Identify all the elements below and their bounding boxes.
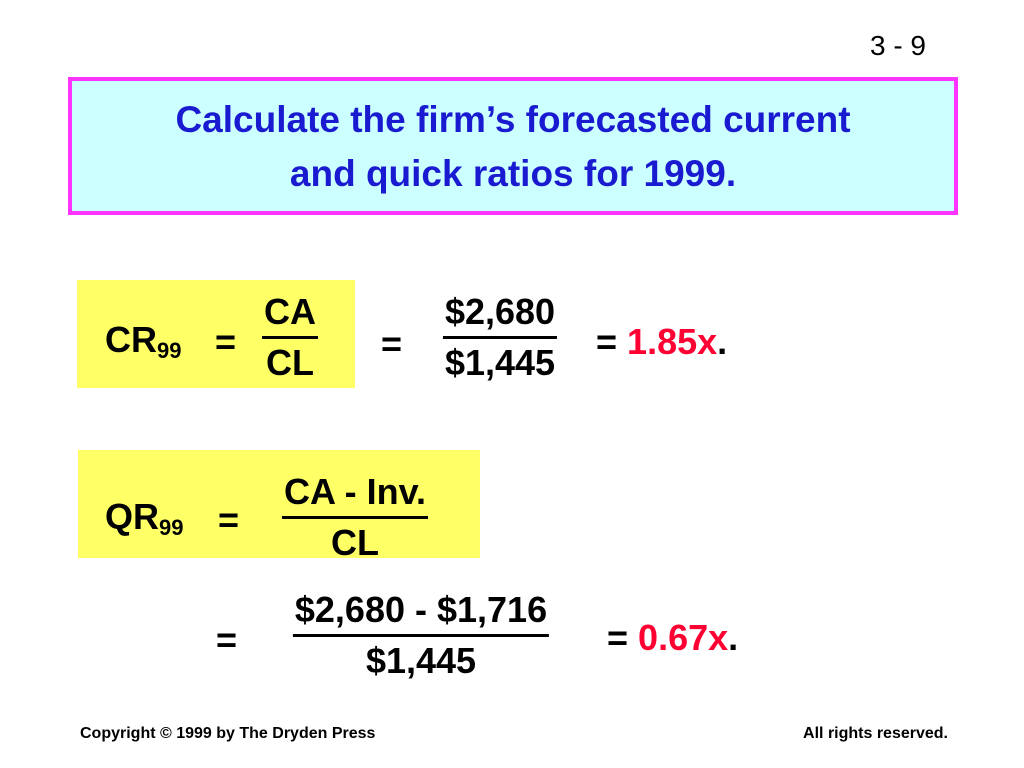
denominator: $1,445 — [365, 640, 477, 681]
subscript: 99 — [159, 515, 184, 540]
fraction: CA - Inv. CL — [282, 472, 428, 563]
equals: = — [215, 321, 237, 362]
numerator: $2,680 — [442, 292, 558, 339]
denominator: $1,445 — [444, 342, 556, 383]
result: 0.67x — [638, 617, 729, 658]
equals: = — [607, 617, 629, 658]
equals: = — [596, 321, 618, 362]
equals: = — [216, 619, 238, 660]
result-line: = 1.85x. — [596, 322, 727, 362]
title-line: Calculate the firm’s forecasted current — [175, 99, 851, 140]
slide-number: 3 - 9 — [869, 30, 926, 61]
fraction: $2,680 - $1,716 $1,445 — [292, 590, 550, 681]
result-suffix: . — [728, 617, 739, 658]
fraction: CA CL — [262, 292, 318, 383]
formula-box — [77, 280, 355, 388]
numerator: CA — [262, 292, 318, 339]
equals: = — [218, 499, 240, 540]
numerator: CA - Inv. — [282, 472, 428, 519]
numerator: $2,680 - $1,716 — [292, 590, 550, 637]
denominator: CL — [266, 342, 314, 383]
formula-box — [78, 450, 480, 558]
label: QR — [105, 496, 159, 537]
ratio-label: QR99 — [105, 496, 184, 540]
footer-left: Copyright © 1999 by The Dryden Press — [80, 725, 376, 742]
result-line: = 0.67x. — [607, 618, 738, 658]
label: CR — [105, 319, 157, 360]
equals: = — [381, 323, 403, 364]
denominator: CL — [331, 522, 379, 563]
title-line: and quick ratios for 1999. — [289, 153, 737, 194]
result-suffix: . — [717, 321, 728, 362]
ratio-label: CR99 — [105, 319, 182, 363]
title-box: Calculate the firm’s forecasted current … — [68, 77, 958, 215]
fraction: $2,680 $1,445 — [442, 292, 558, 383]
footer-right: All rights reserved. — [803, 725, 948, 742]
subscript: 99 — [157, 338, 182, 363]
result: 1.85x — [627, 321, 718, 362]
